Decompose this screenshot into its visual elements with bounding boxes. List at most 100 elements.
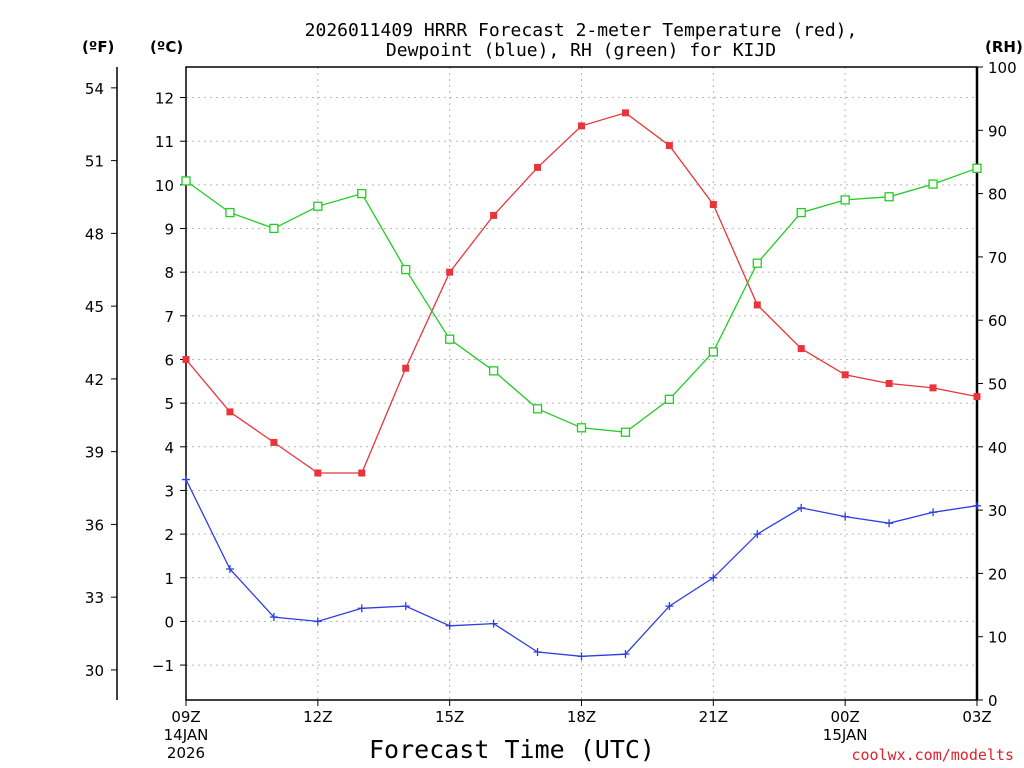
celsius-tick-label: 0 xyxy=(164,613,174,631)
temperature-point xyxy=(402,364,410,372)
temperature-point xyxy=(621,109,629,117)
rh-point xyxy=(708,347,718,357)
temperature-point xyxy=(490,211,498,219)
temperature-point xyxy=(797,345,805,353)
celsius-tick-label: 12 xyxy=(155,90,174,108)
dewpoint-point xyxy=(182,475,190,484)
x-tick-date-label: 15JAN xyxy=(823,726,868,744)
temperature-point xyxy=(534,163,542,171)
rh-point xyxy=(928,179,938,189)
rh-point xyxy=(313,201,323,211)
celsius-tick-label: 7 xyxy=(164,308,174,326)
dewpoint-point xyxy=(973,501,981,510)
rh-point xyxy=(225,207,235,218)
rh-point xyxy=(664,394,675,404)
fahrenheit-tick-label: 51 xyxy=(85,153,104,171)
fahrenheit-tick-label: 39 xyxy=(85,444,104,462)
celsius-tick-label: 9 xyxy=(164,221,174,239)
temperature-point xyxy=(358,469,366,477)
grid xyxy=(186,67,977,700)
temperature-point xyxy=(270,438,278,446)
x-tick-label: 00Z xyxy=(830,708,859,726)
plot-frame xyxy=(185,66,978,701)
x-tick-label: 12Z xyxy=(303,708,332,726)
dewpoint-point xyxy=(621,650,630,659)
dewpoint-point xyxy=(885,519,894,528)
celsius-tick-label: 6 xyxy=(164,351,174,369)
fahrenheit-tick-label: 36 xyxy=(85,516,104,534)
x-tick-label: 15Z xyxy=(435,708,464,726)
rh-point xyxy=(357,188,367,199)
rh-tick-label: 80 xyxy=(988,186,1007,204)
dewpoint-point xyxy=(225,565,234,574)
fahrenheit-tick-label: 45 xyxy=(85,298,104,316)
axes: 303336394245485154−101234567891011120102… xyxy=(85,59,1017,762)
rh-tick-label: 30 xyxy=(988,502,1007,520)
rh-point xyxy=(752,258,762,268)
rh-point xyxy=(532,404,543,414)
data-series xyxy=(181,109,982,661)
rh-point xyxy=(840,195,850,205)
celsius-tick-label: 4 xyxy=(164,439,174,457)
temperature-point xyxy=(226,408,234,416)
rh-point xyxy=(972,163,982,173)
rh-tick-label: 100 xyxy=(988,59,1017,77)
temperature-point xyxy=(665,142,673,150)
temperature-point xyxy=(885,380,893,387)
rh-point xyxy=(488,366,499,376)
rh-tick-label: 90 xyxy=(988,122,1007,140)
x-tick-date-label: 14JAN xyxy=(164,726,209,744)
temperature-point xyxy=(578,122,585,130)
fahrenheit-tick-label: 54 xyxy=(85,80,104,98)
rh-point xyxy=(445,334,455,344)
rh-point xyxy=(269,223,279,234)
celsius-unit-label: (ºC) xyxy=(150,38,183,56)
celsius-tick-label: −1 xyxy=(152,657,174,675)
celsius-tick-label: 11 xyxy=(155,133,174,151)
dewpoint-point xyxy=(401,602,410,611)
x-tick-year-label: 2026 xyxy=(167,744,205,762)
rh-tick-label: 40 xyxy=(988,439,1007,457)
temperature-point xyxy=(314,469,322,477)
dewpoint-point xyxy=(841,512,850,521)
rh-tick-label: 50 xyxy=(988,376,1007,394)
celsius-tick-label: 8 xyxy=(164,264,174,282)
dewpoint-point xyxy=(753,530,762,539)
dewpoint-point xyxy=(489,619,498,628)
temperature-point xyxy=(841,371,849,379)
dewpoint-point xyxy=(269,613,278,622)
rh-point xyxy=(884,192,894,202)
temperature-point xyxy=(446,268,454,276)
chart-title-line-1: 2026011409 HRRR Forecast 2-meter Tempera… xyxy=(305,20,858,41)
dewpoint-point xyxy=(797,503,806,512)
x-tick-label: 03Z xyxy=(962,708,991,726)
fahrenheit-tick-label: 33 xyxy=(85,589,104,607)
credit-text[interactable]: coolwx.com/modelts xyxy=(851,746,1014,764)
rh-point xyxy=(576,423,587,433)
temperature-point xyxy=(182,355,190,363)
temperature-point xyxy=(753,301,761,309)
x-tick-label: 21Z xyxy=(699,708,728,726)
celsius-tick-label: 3 xyxy=(164,482,174,500)
dewpoint-point xyxy=(357,604,366,613)
dewpoint-point xyxy=(929,508,938,517)
celsius-tick-label: 5 xyxy=(164,395,174,413)
celsius-tick-label: 10 xyxy=(155,177,174,195)
temperature-point xyxy=(709,201,717,209)
dewpoint-point xyxy=(709,573,718,582)
dewpoint-point xyxy=(665,602,674,611)
celsius-tick-label: 2 xyxy=(164,526,174,544)
temperature-point xyxy=(973,393,981,401)
rh-tick-label: 60 xyxy=(988,312,1007,330)
dewpoint-point xyxy=(533,647,542,656)
rh-point xyxy=(620,427,631,437)
temperature-point xyxy=(929,384,937,392)
celsius-tick-label: 1 xyxy=(164,570,174,588)
fahrenheit-unit-label: (ºF) xyxy=(82,38,114,56)
x-tick-label: 09Z xyxy=(171,708,200,726)
fahrenheit-tick-label: 30 xyxy=(85,662,104,680)
rh-tick-label: 0 xyxy=(988,692,998,710)
rh-unit-label: (RH) xyxy=(985,38,1023,56)
rh-tick-label: 20 xyxy=(988,565,1007,583)
